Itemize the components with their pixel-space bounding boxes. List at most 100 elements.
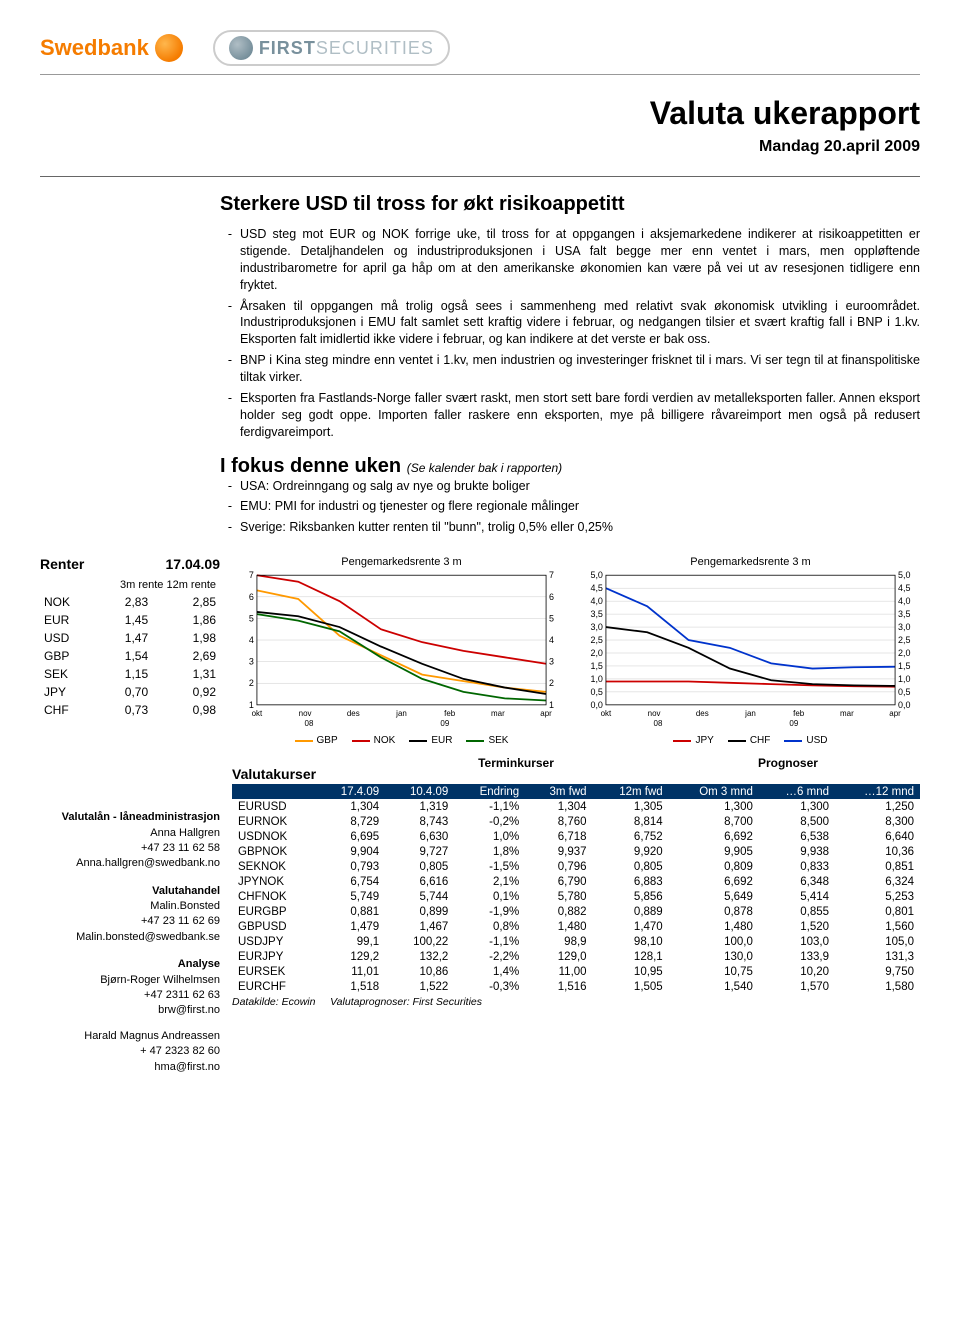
section1-bullets: -USD steg mot EUR og NOK forrige uke, ti…	[220, 226, 920, 441]
contact-phone: +47 23 11 62 69	[40, 914, 220, 929]
table-row: SEKNOK0,7930,805-1,5%0,7960,8050,8090,83…	[232, 859, 920, 874]
contact-email: hma@first.no	[40, 1060, 220, 1075]
legend-item: NOK	[352, 735, 396, 746]
svg-text:4,5: 4,5	[590, 583, 602, 593]
contact-heading: Analyse	[40, 957, 220, 972]
svg-text:5: 5	[549, 614, 554, 624]
svg-text:5,0: 5,0	[898, 570, 910, 580]
fx-th: …6 mnd	[759, 784, 835, 799]
bullet-text: BNP i Kina steg mindre enn ventet i 1.kv…	[240, 352, 920, 386]
contact-name: Anna Hallgren	[40, 826, 220, 841]
svg-text:08: 08	[305, 719, 314, 728]
legend-item: USD	[784, 735, 827, 746]
svg-text:feb: feb	[793, 709, 805, 718]
svg-text:nov: nov	[299, 709, 312, 718]
svg-text:0,5: 0,5	[590, 687, 602, 697]
first-securities-logo: FIRSTSECURITIES	[213, 30, 450, 66]
table-row: EUR1,451,86	[42, 612, 218, 628]
table-row: USD1,471,98	[42, 630, 218, 646]
svg-text:4: 4	[249, 635, 254, 645]
chart2-svg: 0,00,00,50,51,01,01,51,52,02,02,52,53,03…	[581, 570, 920, 730]
svg-text:okt: okt	[601, 709, 612, 718]
fx-th: 17.4.09	[316, 784, 385, 799]
section2-title: I fokus denne uken (Se kalender bak i ra…	[220, 455, 920, 478]
bullet-text: USA: Ordreinngang og salg av nye og bruk…	[240, 478, 920, 495]
chart-title: Pengemarkedsrente 3 m	[581, 556, 920, 568]
fx-th: Om 3 mnd	[669, 784, 759, 799]
table-row: EURGBP0,8810,899-1,9%0,8820,8890,8780,85…	[232, 904, 920, 919]
svg-text:des: des	[347, 709, 360, 718]
svg-text:okt: okt	[252, 709, 263, 718]
table-row: GBPNOK9,9049,7271,8%9,9379,9209,9059,938…	[232, 844, 920, 859]
fx-th: …12 mnd	[835, 784, 920, 799]
section1-title: Sterkere USD til tross for økt risikoapp…	[220, 193, 920, 216]
contact-phone: +47 23 11 62 58	[40, 841, 220, 856]
table-row: EURSEK11,0110,861,4%11,0010,9510,7510,20…	[232, 964, 920, 979]
table-row: EURUSD1,3041,319-1,1%1,3041,3051,3001,30…	[232, 799, 920, 814]
svg-text:6: 6	[249, 592, 254, 602]
svg-text:feb: feb	[444, 709, 456, 718]
fx-footer: Datakilde: Ecowin Valutaprognoser: First…	[232, 996, 920, 1008]
swedbank-logo-text: Swedbank	[40, 35, 149, 61]
table-row: USDNOK6,6956,6301,0%6,7186,7526,6926,538…	[232, 829, 920, 844]
group-hdr: Terminkurser	[478, 756, 554, 782]
svg-text:4: 4	[549, 635, 554, 645]
svg-text:6: 6	[549, 592, 554, 602]
contact-phone: +47 2311 62 63	[40, 988, 220, 1003]
report-date: Mandag 20.april 2009	[40, 138, 920, 156]
svg-text:nov: nov	[648, 709, 661, 718]
svg-text:08: 08	[654, 719, 663, 728]
chart-right: Pengemarkedsrente 3 m 0,00,00,50,51,01,0…	[581, 556, 920, 746]
report-title: Valuta ukerapport	[40, 95, 920, 132]
chart-left: Pengemarkedsrente 3 m 11223344556677oktn…	[232, 556, 571, 746]
svg-text:4,0: 4,0	[590, 596, 602, 606]
svg-text:jan: jan	[744, 709, 756, 718]
svg-text:09: 09	[440, 719, 449, 728]
legend-item: GBP	[295, 735, 338, 746]
svg-text:2,0: 2,0	[590, 648, 602, 658]
svg-text:2,5: 2,5	[898, 635, 910, 645]
svg-text:mar: mar	[491, 709, 505, 718]
svg-text:3,5: 3,5	[898, 609, 910, 619]
contact-email: Malin.bonsted@swedbank.se	[40, 930, 220, 945]
svg-text:des: des	[696, 709, 709, 718]
svg-text:09: 09	[789, 719, 798, 728]
header-logos: Swedbank FIRSTSECURITIES	[40, 30, 920, 75]
table-row: JPYNOK6,7546,6162,1%6,7906,8836,6926,348…	[232, 874, 920, 889]
table-row: CHF0,730,98	[42, 702, 218, 718]
fx-th	[232, 784, 316, 799]
table-row: EURNOK8,7298,743-0,2%8,7608,8148,7008,50…	[232, 814, 920, 829]
fx-th: 3m fwd	[525, 784, 592, 799]
table-row: EURCHF1,5181,522-0,3%1,5161,5051,5401,57…	[232, 979, 920, 994]
legend-item: CHF	[728, 735, 771, 746]
chart-title: Pengemarkedsrente 3 m	[232, 556, 571, 568]
svg-text:7: 7	[249, 570, 254, 580]
contact-name: Harald Magnus Andreassen	[40, 1029, 220, 1044]
contact-name: Bjørn-Roger Wilhelmsen	[40, 973, 220, 988]
renter-heading: Renter17.04.09	[40, 556, 220, 572]
bullet-text: Årsaken til oppgangen må trolig også see…	[240, 298, 920, 349]
svg-text:3,0: 3,0	[898, 622, 910, 632]
table-row: EURJPY129,2132,2-2,2%129,0128,1130,0133,…	[232, 949, 920, 964]
table-row: GBP1,542,69	[42, 648, 218, 664]
fx-th: 10.4.09	[385, 784, 454, 799]
first-logo-text: FIRSTSECURITIES	[259, 38, 434, 59]
fx-th: Endring	[454, 784, 525, 799]
svg-text:1,0: 1,0	[898, 674, 910, 684]
svg-text:3: 3	[249, 657, 254, 667]
svg-text:4,5: 4,5	[898, 583, 910, 593]
svg-text:5: 5	[249, 614, 254, 624]
swedbank-logo: Swedbank	[40, 34, 183, 62]
svg-text:jan: jan	[395, 709, 407, 718]
svg-text:3,0: 3,0	[590, 622, 602, 632]
renter-table: 3m rente 12m rente NOK2,832,85 EUR1,451,…	[40, 576, 220, 720]
contact-heading: Valutahandel	[40, 884, 220, 899]
title-block: Valuta ukerapport Mandag 20.april 2009	[40, 95, 920, 156]
contact-email: Anna.hallgren@swedbank.no	[40, 856, 220, 871]
separator	[40, 176, 920, 177]
table-row: USDJPY99,1100,22-1,1%98,998,10100,0103,0…	[232, 934, 920, 949]
table-row: GBPUSD1,4791,4670,8%1,4801,4701,4801,520…	[232, 919, 920, 934]
svg-text:7: 7	[549, 570, 554, 580]
fx-th: 12m fwd	[593, 784, 669, 799]
svg-text:1,0: 1,0	[590, 674, 602, 684]
